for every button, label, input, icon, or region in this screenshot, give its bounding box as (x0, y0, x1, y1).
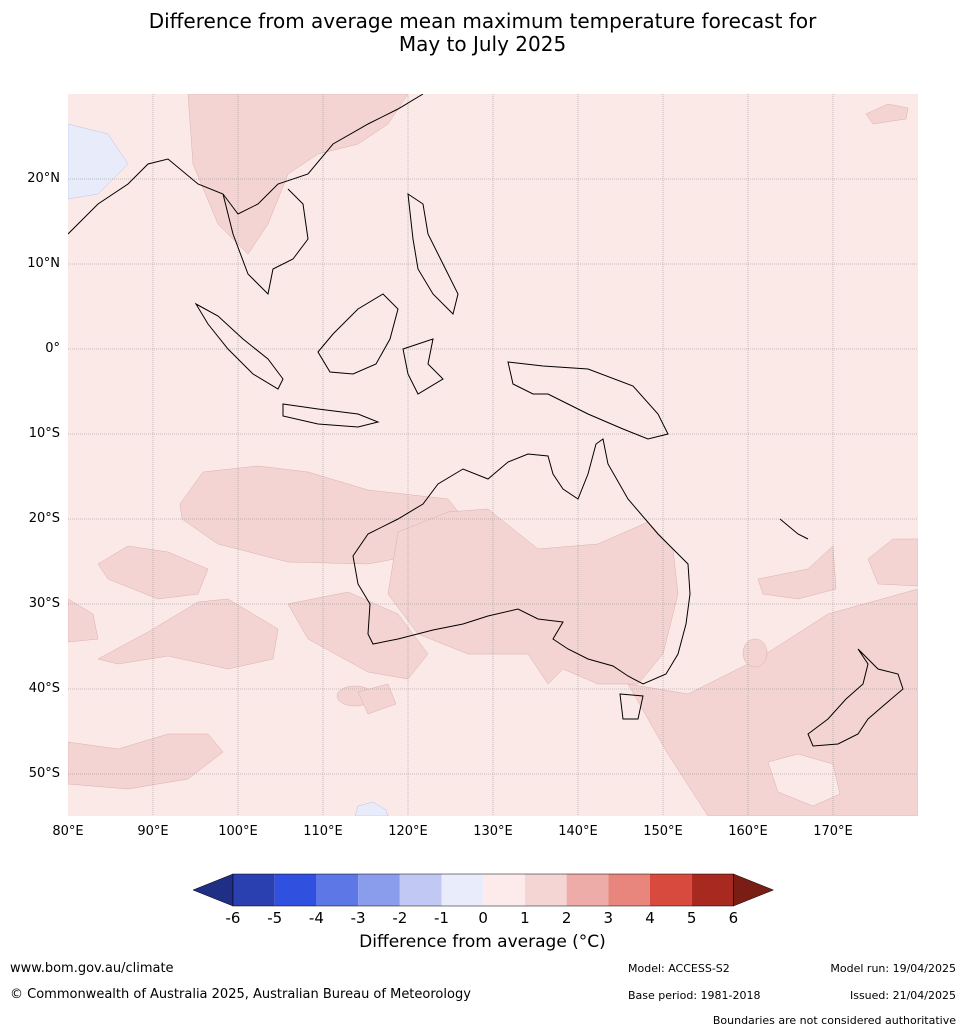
cool-region-south (354, 801, 389, 816)
lat-tick-50s: 50°S (28, 766, 60, 781)
footer-copyright: © Commonwealth of Australia 2025, Austra… (10, 987, 471, 1002)
lon-tick-160: 160°E (728, 824, 768, 839)
title-line-1: Difference from average mean maximum tem… (148, 9, 817, 33)
footer-base-period: Base period: 1981-2018 (628, 989, 761, 1002)
coast-new-caledonia (779, 518, 809, 540)
warm-anomaly-regions (68, 94, 918, 816)
coast-australia (352, 438, 691, 685)
colorbar-tick-label: 1 (520, 909, 530, 927)
warm-region-far-west (68, 598, 99, 643)
lon-tick-120: 120°E (388, 824, 428, 839)
footer-issued: Issued: 21/04/2025 (849, 989, 956, 1002)
colorbar-tick-label: -4 (309, 909, 324, 927)
chart-title: Difference from average mean maximum tem… (0, 10, 965, 56)
warm-region-west-2 (97, 598, 279, 670)
colorbar-tick-label: -1 (434, 909, 449, 927)
footer-website[interactable]: www.bom.gov.au/climate (10, 961, 174, 976)
cool-region-asia (68, 123, 129, 200)
colorbar-extend-high (733, 873, 775, 907)
coast-new-zealand (807, 648, 904, 747)
colorbar-segment (566, 874, 609, 906)
coast-borneo (317, 293, 399, 375)
coast-java (282, 403, 380, 428)
colorbar-segment (483, 874, 525, 906)
warm-region-small-3 (357, 683, 397, 715)
colorbar-segment (608, 874, 650, 906)
colorbar-tick-label: 4 (645, 909, 655, 927)
lon-tick-150: 150°E (643, 824, 683, 839)
colorbar-tick-label: -2 (392, 909, 407, 927)
lat-tick-40s: 40°S (28, 681, 60, 696)
colorbar-extend-low (192, 873, 234, 907)
colorbar-tick-label: -5 (267, 909, 282, 927)
footer-model-run: Model run: 19/04/2025 (830, 962, 956, 975)
colorbar-tick-label: 0 (478, 909, 488, 927)
lon-tick-130: 130°E (473, 824, 513, 839)
colorbar-tick-label: 5 (687, 909, 697, 927)
warm-region-pacific-small (742, 638, 768, 668)
coast-sumatra (194, 302, 284, 390)
warm-region-north-pacific (865, 103, 909, 125)
coast-philippines (407, 192, 459, 315)
lon-tick-100: 100°E (218, 824, 258, 839)
colorbar-label: Difference from average (°C) (359, 932, 606, 952)
colorbar-segment (233, 874, 275, 906)
warm-region-small-1 (287, 591, 429, 680)
forecast-map (68, 94, 918, 816)
colorbar-tick-label: 2 (562, 909, 572, 927)
colorbar-segment (650, 874, 692, 906)
map-gridlines (68, 94, 918, 816)
warm-region-far-east (867, 538, 918, 587)
coast-mainland-asia (68, 94, 424, 235)
lat-tick-30s: 30°S (28, 596, 60, 611)
cool-anomaly-regions (68, 123, 389, 816)
warm-region-west-3 (68, 733, 224, 790)
colorbar-segment (274, 874, 317, 906)
lon-tick-170: 170°E (813, 824, 853, 839)
colorbar-tick-label: 6 (729, 909, 739, 927)
lat-tick-20n: 20°N (27, 171, 60, 186)
lat-tick-10s: 10°S (28, 426, 60, 441)
colorbar-segment (441, 874, 484, 906)
footer-disclaimer: Boundaries are not considered authoritat… (712, 1014, 956, 1027)
lat-tick-10n: 10°N (27, 256, 60, 271)
colorbar-segment (524, 874, 567, 906)
warm-region-pacific-east (757, 545, 837, 600)
colorbar-segment (358, 874, 400, 906)
coast-new-guinea (507, 361, 669, 440)
lat-tick-0: 0° (45, 341, 60, 356)
colorbar-segment (316, 874, 359, 906)
lon-tick-90: 90°E (137, 824, 169, 839)
footer-model: Model: ACCESS-S2 (628, 962, 730, 975)
colorbar-frame (232, 873, 734, 907)
colorbar-segment (399, 874, 442, 906)
warm-region-australia (387, 508, 679, 685)
neutral-region-nz (767, 753, 841, 807)
coast-tasmania (619, 693, 644, 720)
lon-tick-110: 110°E (303, 824, 343, 839)
colorbar-segment (691, 874, 734, 906)
coast-indochina (222, 188, 309, 296)
coastlines (68, 94, 904, 747)
lon-tick-80: 80°E (52, 824, 84, 839)
colorbar-tick-label: -3 (351, 909, 366, 927)
lon-tick-140: 140°E (558, 824, 598, 839)
colorbar: -6 -5 -4 -3 -2 -1 0 1 2 3 4 5 6 (192, 873, 775, 927)
colorbar-tick-label: 3 (604, 909, 614, 927)
lat-tick-20s: 20°S (28, 511, 60, 526)
warm-region-tasman-south (627, 588, 918, 816)
warm-region-asia (187, 94, 409, 255)
coast-sulawesi (402, 338, 444, 395)
colorbar-tick-label: -6 (226, 909, 241, 927)
title-line-2: May to July 2025 (398, 32, 567, 56)
